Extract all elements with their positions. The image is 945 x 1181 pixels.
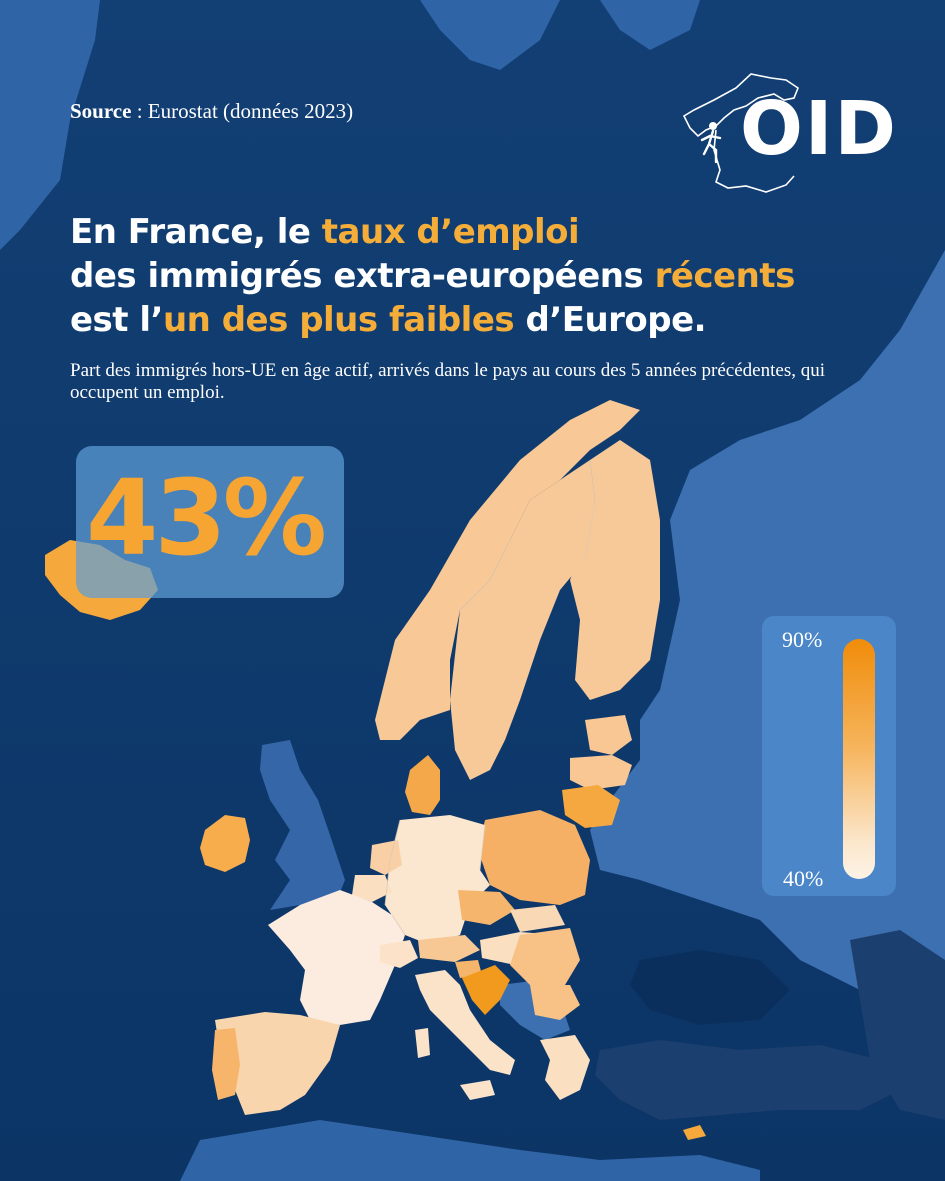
netherlands	[370, 840, 402, 875]
sardinia	[415, 1028, 430, 1058]
cyprus	[683, 1125, 706, 1140]
uk-land	[260, 740, 345, 910]
bulgaria	[530, 985, 580, 1020]
sweden	[450, 460, 595, 780]
norway	[375, 400, 640, 740]
subtitle: Part des immigrés hors-UE en âge actif, …	[70, 360, 825, 403]
legend-min-label: 40%	[783, 866, 824, 891]
source-label: Source	[70, 99, 132, 123]
belgium	[352, 875, 392, 902]
czechia	[458, 890, 515, 925]
source-separator: :	[131, 99, 148, 123]
source-line: Source : Eurostat (données 2023)	[70, 99, 353, 124]
headline-text: est l’	[70, 300, 163, 340]
austria	[418, 935, 480, 962]
greece	[540, 1035, 590, 1100]
headline-highlight: taux d’emploi	[321, 212, 580, 252]
poland	[478, 810, 590, 905]
italy	[415, 970, 515, 1075]
north-africa-land	[180, 1120, 760, 1181]
france-rate-value: 43%	[86, 457, 327, 579]
legend-max-label: 90%	[782, 627, 823, 652]
estonia	[585, 715, 632, 755]
france	[268, 890, 405, 1025]
sicily	[460, 1080, 495, 1100]
croatia	[462, 965, 510, 1015]
svalbard-land	[600, 0, 700, 50]
portugal	[212, 1028, 240, 1100]
headline-highlight: récents	[654, 256, 796, 296]
romania	[510, 928, 580, 985]
denmark	[405, 755, 440, 815]
turkey-land	[595, 1040, 900, 1120]
country-borders	[384, 459, 596, 936]
lithuania	[562, 785, 620, 828]
headline: En France, le taux d’emploi des immigrés…	[70, 210, 930, 342]
headline-text: des immigrés extra-européens	[70, 256, 655, 296]
ireland	[200, 815, 250, 872]
greenland-land	[0, 0, 100, 250]
headline-line-1: En France, le taux d’emploi	[70, 210, 930, 254]
latvia	[570, 755, 632, 790]
france-outline-logo-icon	[682, 73, 799, 193]
headline-line-2: des immigrés extra-européens récents	[70, 254, 930, 298]
headline-highlight: un des plus faibles	[162, 300, 515, 340]
legend-panel	[762, 616, 896, 896]
headline-line-3: est l’un des plus faibles d’Europe.	[70, 298, 930, 342]
spain	[215, 1012, 340, 1115]
headline-text: d’Europe.	[514, 300, 707, 340]
finland	[570, 440, 660, 700]
slovakia	[510, 905, 565, 932]
headline-text: En France, le	[70, 212, 322, 252]
caspian-area	[850, 930, 945, 1120]
source-text: Eurostat (données 2023)	[147, 99, 354, 123]
arctic-land-top	[420, 0, 560, 70]
logo-text: OID	[740, 86, 898, 172]
highlight-box	[76, 446, 344, 598]
switzerland	[380, 940, 418, 968]
black-sea	[630, 950, 790, 1025]
legend-color-scale	[843, 639, 875, 879]
